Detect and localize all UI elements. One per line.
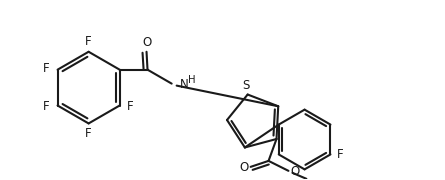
Text: F: F [337, 148, 344, 161]
Text: F: F [43, 100, 50, 113]
Text: H: H [188, 75, 195, 85]
Text: F: F [127, 100, 134, 113]
Text: S: S [242, 79, 249, 92]
Text: N: N [180, 78, 188, 91]
Text: O: O [142, 36, 151, 49]
Text: O: O [239, 161, 248, 174]
Text: F: F [85, 35, 92, 48]
Text: F: F [85, 127, 92, 140]
Text: F: F [43, 62, 50, 75]
Text: O: O [291, 165, 300, 178]
